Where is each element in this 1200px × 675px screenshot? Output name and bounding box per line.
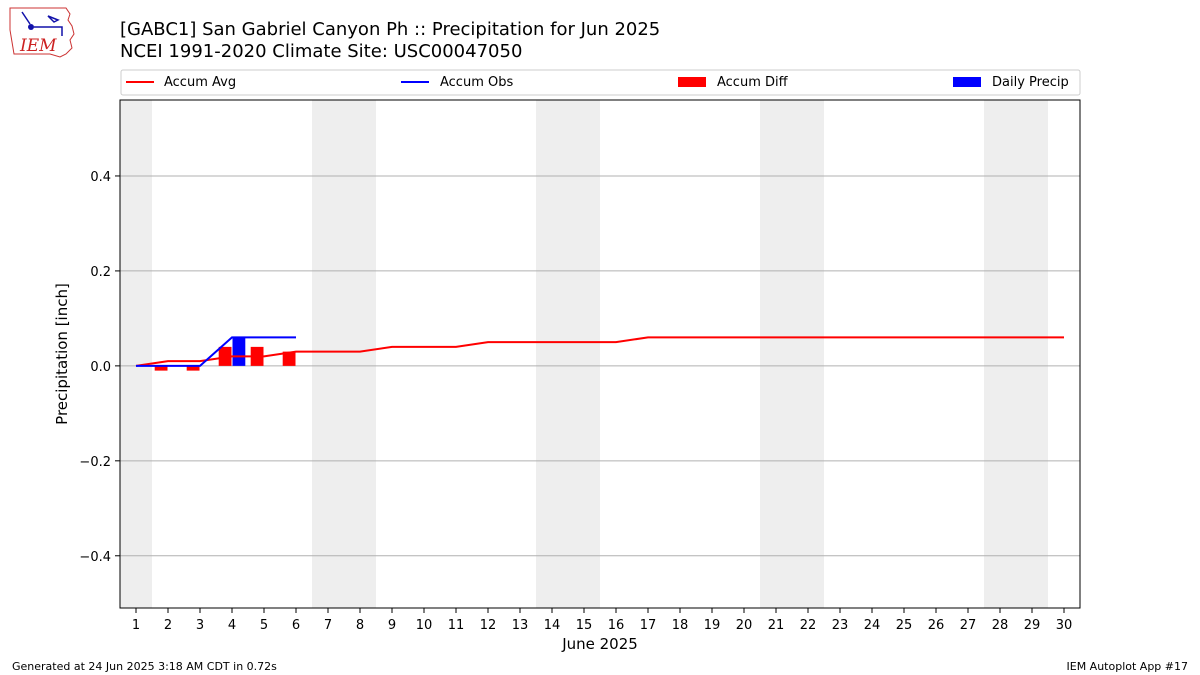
x-axis: 1 2 3 4 5 6 7 8 9 10 11 12 13 14 15 16 17 18 19 20 21 22 23 24 2… — [132, 608, 1072, 633]
chart-title: [GABC1] San Gabriel Canyon Ph :: Precipi… — [120, 19, 660, 40]
x-tick-label-8: 8 — [356, 618, 364, 633]
line-accum-avg — [135, 336, 1064, 367]
weekend-band-28 — [984, 100, 1016, 608]
x-tick-label-21: 21 — [768, 618, 785, 633]
chart-subtitle: NCEI 1991-2020 Climate Site: USC00047050 — [120, 41, 522, 62]
line-accum-obs — [136, 336, 296, 367]
legend: Accum Avg Accum Obs Accum Diff Daily Pre… — [120, 69, 1081, 96]
y-tick-label-4: 0.4 — [90, 170, 111, 185]
bars-layer — [154, 337, 296, 371]
x-tick-label-10: 10 — [416, 618, 433, 633]
x-tick-label-13: 13 — [512, 618, 529, 633]
legend-label-accum-diff: Accum Diff — [717, 75, 789, 90]
y-axis-label: Precipitation [inch] — [53, 283, 71, 425]
weekend-band-29 — [1016, 100, 1048, 608]
x-tick-label-29: 29 — [1024, 618, 1041, 633]
x-tick-label-28: 28 — [992, 618, 1009, 633]
x-tick-label-17: 17 — [640, 618, 657, 633]
weekend-band-21 — [760, 100, 792, 608]
plot-frame — [119, 99, 1081, 609]
y-tick-label-0: −0.4 — [79, 550, 111, 565]
x-tick-label-16: 16 — [608, 618, 625, 633]
weekend-shading — [120, 100, 1048, 608]
legend-swatch-accum-diff — [678, 77, 706, 87]
x-tick-label-25: 25 — [896, 618, 913, 633]
weekend-band-14 — [536, 100, 568, 608]
bar-accum-diff-4 — [218, 346, 232, 366]
legend-item-accum-obs: Accum Obs — [401, 75, 513, 90]
x-tick-label-26: 26 — [928, 618, 945, 633]
x-tick-label-3: 3 — [196, 618, 204, 633]
legend-label-daily-precip: Daily Precip — [992, 75, 1069, 90]
generated-timestamp: Generated at 24 Jun 2025 3:18 AM CDT in … — [12, 660, 277, 673]
bar-accum-diff-2 — [154, 365, 168, 371]
y-tick-label-2: 0.0 — [90, 360, 111, 375]
app-credit: IEM Autoplot App #17 — [1067, 660, 1189, 673]
y-tick-label-3: 0.2 — [90, 265, 111, 280]
legend-label-accum-obs: Accum Obs — [440, 75, 513, 90]
logo-text: IEM — [19, 36, 57, 56]
weekend-band-7 — [312, 100, 344, 608]
weekend-band-8 — [344, 100, 376, 608]
legend-item-daily-precip: Daily Precip — [953, 75, 1069, 90]
x-tick-label-15: 15 — [576, 618, 593, 633]
bar-daily-precip-4 — [232, 337, 246, 366]
x-tick-label-12: 12 — [480, 618, 497, 633]
x-tick-label-30: 30 — [1056, 618, 1073, 633]
legend-item-accum-diff: Accum Diff — [678, 75, 789, 90]
legend-swatch-daily-precip — [953, 77, 981, 87]
x-tick-label-5: 5 — [260, 618, 268, 633]
x-tick-label-2: 2 — [164, 618, 172, 633]
x-tick-label-4: 4 — [228, 618, 236, 633]
weather-icon — [28, 24, 34, 30]
x-tick-label-24: 24 — [864, 618, 881, 633]
x-tick-label-27: 27 — [960, 618, 977, 633]
x-tick-label-7: 7 — [324, 618, 332, 633]
x-tick-label-19: 19 — [704, 618, 721, 633]
weekend-band-1 — [120, 100, 152, 608]
x-tick-label-1: 1 — [132, 618, 140, 633]
bar-accum-diff-6 — [282, 351, 296, 366]
iem-logo: IEM — [9, 7, 75, 58]
x-tick-label-18: 18 — [672, 618, 689, 633]
x-tick-label-11: 11 — [448, 618, 465, 633]
x-tick-label-20: 20 — [736, 618, 753, 633]
x-tick-label-23: 23 — [832, 618, 849, 633]
grid-lines — [120, 175, 1080, 557]
legend-label-accum-avg: Accum Avg — [164, 75, 236, 90]
lines-layer — [135, 336, 1064, 367]
x-axis-label: June 2025 — [561, 635, 638, 653]
y-tick-label-1: −0.2 — [79, 455, 111, 470]
x-tick-label-6: 6 — [292, 618, 300, 633]
weekend-band-15 — [568, 100, 600, 608]
x-tick-label-14: 14 — [544, 618, 561, 633]
x-tick-label-9: 9 — [388, 618, 396, 633]
y-axis: −0.4 −0.2 0.0 0.2 0.4 — [79, 170, 120, 565]
x-tick-label-22: 22 — [800, 618, 817, 633]
weekend-band-22 — [792, 100, 824, 608]
legend-item-accum-avg: Accum Avg — [126, 75, 236, 90]
bar-accum-diff-3 — [186, 365, 200, 371]
